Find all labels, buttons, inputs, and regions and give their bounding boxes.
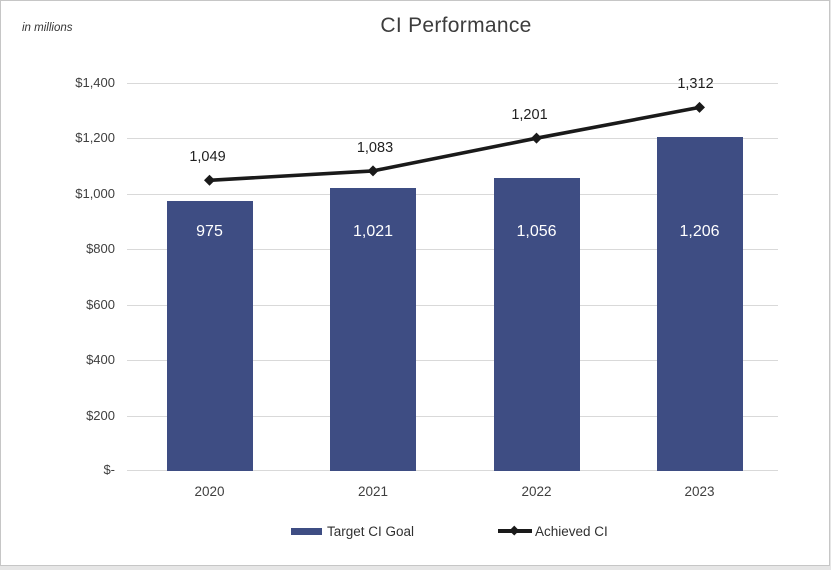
gridline <box>127 83 778 84</box>
x-axis-label: 2020 <box>194 484 225 499</box>
y-axis-label: $1,000 <box>75 186 115 201</box>
bar-2023 <box>656 136 743 471</box>
gridline <box>127 249 778 251</box>
gridline <box>127 193 778 195</box>
units-note: in millions <box>22 22 73 34</box>
bar-value-label: 975 <box>196 223 223 240</box>
y-axis-label: $200 <box>86 408 115 423</box>
legend-item-achieved: Achieved CI <box>498 522 608 540</box>
chart-title: CI Performance <box>380 14 532 37</box>
gridline <box>127 470 778 471</box>
x-axis-label: 2022 <box>521 484 552 499</box>
x-axis-label: 2023 <box>684 484 715 499</box>
plot-area: 975 1,021 1,056 1,206 1,049 1,083 1,201 … <box>127 76 778 471</box>
legend-label-achieved: Achieved CI <box>535 523 608 539</box>
bar-value-label: 1,206 <box>679 223 720 240</box>
line-value-label: 1,083 <box>356 139 394 156</box>
y-axis-label: $800 <box>86 241 115 256</box>
diamond-marker-icon <box>509 525 519 535</box>
y-axis-label: $1,200 <box>75 130 115 145</box>
bar-series-swatch <box>291 527 322 535</box>
y-axis-label: $1,400 <box>75 75 115 90</box>
bar-2021 <box>330 188 416 471</box>
line-value-label: 1,312 <box>677 76 714 93</box>
line-series-swatch <box>498 525 532 535</box>
gridline <box>127 304 778 306</box>
line-value-label: 1,201 <box>511 107 548 124</box>
bar-value-label: 1,056 <box>516 223 557 240</box>
legend-label-target: Target CI Goal <box>327 523 415 539</box>
bar-value-label: 1,021 <box>352 223 394 240</box>
y-axis-label: $400 <box>86 352 115 367</box>
bar-2022 <box>493 178 580 471</box>
gridline <box>127 415 778 417</box>
x-axis-label: 2021 <box>357 484 389 499</box>
line-value-label: 1,049 <box>189 149 226 166</box>
gridline <box>127 360 778 362</box>
legend-item-target: Target CI Goal <box>291 522 414 540</box>
y-axis-label: $- <box>103 462 115 477</box>
bar-2020 <box>166 200 253 471</box>
y-axis-label: $600 <box>86 297 115 312</box>
